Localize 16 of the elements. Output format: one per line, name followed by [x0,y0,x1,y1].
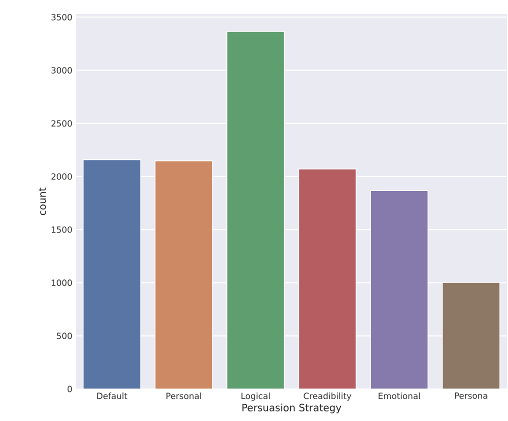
x-tick-label: Persona [455,392,488,399]
y-tick-label: 2500 [51,120,72,127]
x-tick-label: Logical [242,392,270,401]
y-tick-label: 2000 [51,173,72,180]
y-tick-label: 3500 [51,14,72,20]
y-tick-label: 0 [68,386,72,392]
x-tick-label: Default [97,392,128,400]
y-tick-label: 1500 [52,226,72,233]
x-tick-label: Personal [166,392,202,400]
y-tick-label: 3000 [51,67,72,74]
y-axis-title: count [38,188,46,216]
y-tick-label: 1000 [52,280,72,286]
y-tick-label: 500 [56,332,72,340]
x-tick-label: Emotional [378,392,420,400]
x-tick-label: Creadibility [304,392,352,401]
x-axis-title: Persuasion Strategy [242,404,342,414]
